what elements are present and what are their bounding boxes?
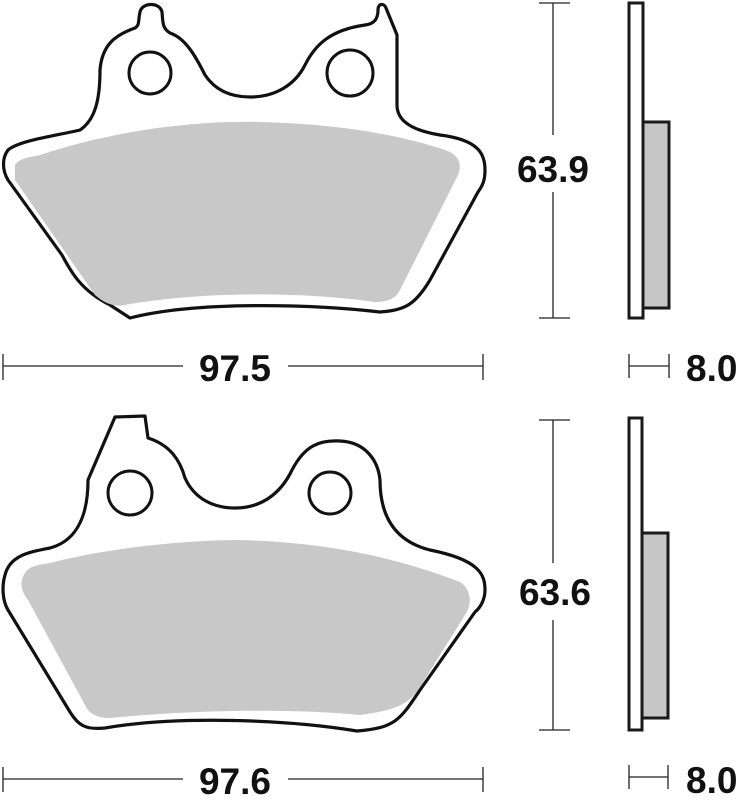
pad-2-height-label: 63.6 — [519, 572, 591, 613]
pad-1-width-dimension: 97.5 — [2, 348, 484, 389]
pad-2-width-label: 97.6 — [199, 761, 271, 800]
pad-1-thickness-label: 8.0 — [686, 348, 737, 389]
pad-1-side-backing — [627, 1, 645, 320]
pad-1-height-dimension: 63.9 — [517, 2, 589, 319]
pad-2-height-dimension: 63.6 — [519, 419, 591, 731]
pad-1-height-label: 63.9 — [517, 149, 589, 190]
pad-1-friction-lining — [15, 121, 460, 306]
pad-2-friction-lining — [21, 540, 470, 718]
pad-1-side-lining — [641, 120, 671, 310]
pad-1-width-label: 97.5 — [199, 348, 271, 389]
pad-1-thickness-dimension: 8.0 — [628, 348, 737, 389]
pad-2-thickness-dimension: 8.0 — [628, 760, 737, 800]
pad-2-mounting-hole-left — [106, 469, 154, 517]
pad-2-width-dimension: 97.6 — [2, 761, 484, 800]
pad-2-mounting-hole-right — [307, 470, 353, 516]
pad-1-side-view — [627, 1, 671, 320]
pad-1-mounting-hole-right — [325, 48, 375, 98]
pad-2-side-backing — [627, 416, 644, 732]
pad-1-mounting-hole-left — [127, 50, 173, 96]
pad-2-side-view — [627, 416, 670, 732]
pad-1-front-view — [1, 2, 487, 320]
pad-2-front-view — [1, 414, 487, 733]
pad-2-thickness-label: 8.0 — [686, 760, 737, 800]
pad-2-side-lining — [640, 531, 670, 720]
